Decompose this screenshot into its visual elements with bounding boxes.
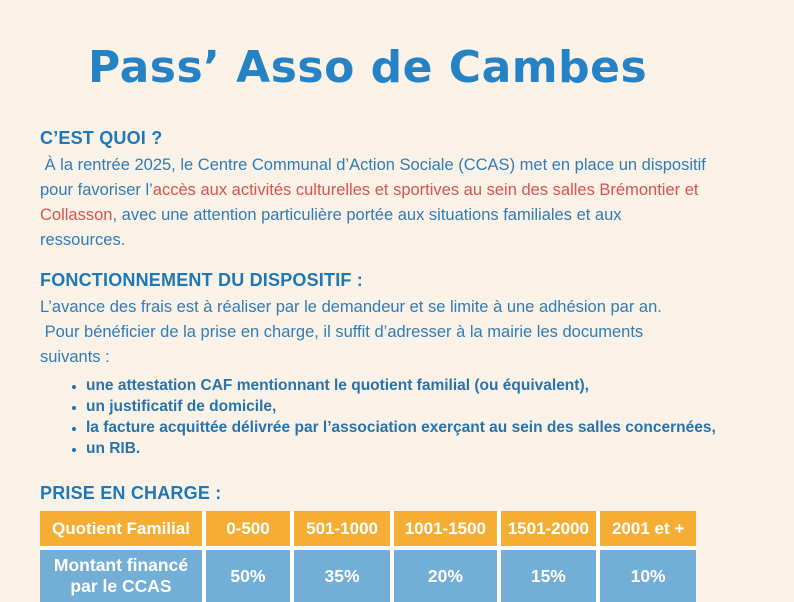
- documents-list: une attestation CAF mentionnant le quoti…: [40, 375, 754, 459]
- table-value-cell: 35%: [289, 546, 395, 602]
- table-value-cell: 20%: [390, 546, 501, 602]
- list-item: un justificatif de domicile,: [86, 396, 754, 417]
- coverage-table: Quotient Familial 0-500 501-1000 1001-1500 1…: [40, 511, 696, 602]
- table-value-cell: Montant financé par le CCAS: [40, 546, 206, 602]
- page-title: Pass’ Asso de Cambes: [88, 42, 648, 93]
- what-paragraph: À la rentrée 2025, le Centre Communal d’…: [40, 153, 708, 253]
- table-header-cell: 501-1000: [289, 511, 395, 550]
- how-paragraph: L’avance des frais est à réaliser par le…: [40, 298, 662, 366]
- how-heading: FONCTIONNEMENT DU DISPOSITIF :: [40, 270, 363, 290]
- table-header-cell: Quotient Familial: [40, 511, 206, 550]
- table-header-cell: 1501-2000: [496, 511, 601, 550]
- list-item: la facture acquittée délivrée par l’asso…: [86, 417, 754, 438]
- text-segment-blue: , avec une attention particulière portée…: [40, 206, 627, 249]
- table-header-row: Quotient Familial 0-500 501-1000 1001-1500 1…: [40, 511, 696, 550]
- what-heading: C’EST QUOI ?: [40, 128, 163, 148]
- section-what: C’EST QUOI ? À la rentrée 2025, le Centr…: [40, 128, 754, 253]
- table-value-cell: 15%: [496, 546, 601, 602]
- section-coverage: PRISE EN CHARGE : Quotient Familial 0-500…: [40, 483, 754, 602]
- table-header-cell: 1001-1500: [390, 511, 501, 550]
- table-header-cell: 2001 et +: [596, 511, 696, 550]
- table-value-cell: 50%: [202, 546, 294, 602]
- list-item: une attestation CAF mentionnant le quoti…: [86, 375, 754, 396]
- list-item: un RIB.: [86, 438, 754, 459]
- table-body-row: Montant financé par le CCAS 50% 35% 20% 15% 1…: [40, 546, 696, 602]
- text-segment-blue: À la rentrée 2025, le Centre Communal d’…: [40, 156, 711, 199]
- section-how: FONCTIONNEMENT DU DISPOSITIF : L’avance …: [40, 270, 754, 459]
- coverage-heading: PRISE EN CHARGE :: [40, 483, 222, 503]
- text-segment-red: accès aux activités culturelles et sport…: [40, 181, 704, 224]
- table-value-cell: 10%: [596, 546, 696, 602]
- table-header-cell: 0-500: [202, 511, 294, 550]
